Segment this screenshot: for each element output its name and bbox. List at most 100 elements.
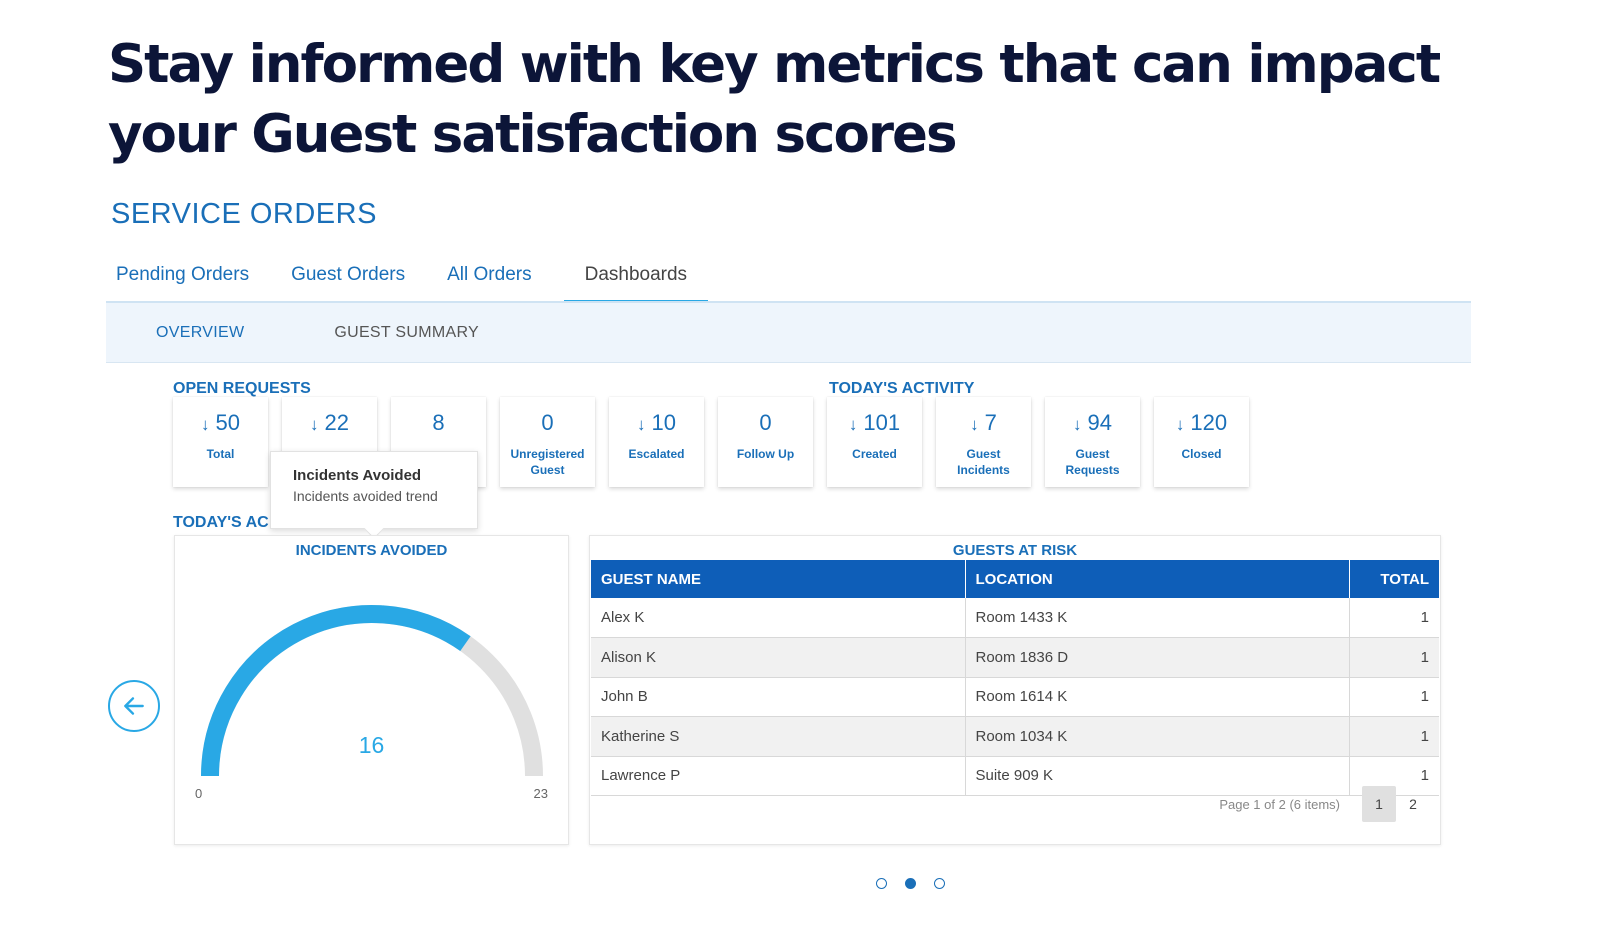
- gauge-chart: [201, 605, 543, 777]
- open-requests-label: OPEN REQUESTS: [173, 380, 311, 397]
- page-button-2[interactable]: 2: [1409, 796, 1417, 812]
- section-title: SERVICE ORDERS: [111, 198, 377, 230]
- gauge-title: INCIDENTS AVOIDED: [295, 542, 448, 559]
- carousel-dot[interactable]: [934, 878, 945, 889]
- metric-card[interactable]: 0 Follow Up: [718, 397, 813, 487]
- metric-card[interactable]: ↓ 94 Guest Requests: [1045, 397, 1140, 487]
- metric-card[interactable]: ↓ 10 Escalated: [609, 397, 704, 487]
- arrow-down-icon: ↓: [1073, 415, 1082, 434]
- metric-number: 8: [432, 410, 445, 435]
- metric-label: Guest Incidents: [957, 447, 1010, 477]
- metric-card[interactable]: ↓ 50 Total: [173, 397, 268, 487]
- metric-value: ↓ 94: [1045, 410, 1140, 436]
- metric-value: ↓ 101: [827, 410, 922, 436]
- cell-guest-name: John B: [591, 677, 966, 717]
- metric-label: Total: [206, 447, 235, 461]
- arrow-down-icon: ↓: [310, 415, 319, 434]
- cell-location: Room 1614 K: [965, 677, 1350, 717]
- tabs-divider: [106, 301, 1471, 303]
- tooltip-incidents-avoided: Incidents Avoided Incidents avoided tren…: [270, 451, 478, 539]
- subnav-bar: OVERVIEW GUEST SUMMARY: [106, 303, 1471, 363]
- carousel-dot[interactable]: [876, 878, 887, 889]
- metric-value: ↓ 50: [173, 410, 268, 436]
- guests-at-risk-table: GUEST NAME LOCATION TOTAL Alex K Room 143…: [591, 560, 1439, 796]
- cell-location: Room 1836 D: [965, 637, 1350, 678]
- main-tabs: Pending Orders Guest Orders All Orders D…: [106, 255, 730, 303]
- cell-location: Suite 909 K: [965, 756, 1350, 796]
- metric-number: 101: [863, 410, 901, 435]
- cell-guest-name: Alison K: [591, 637, 966, 678]
- table-body: Alex K Room 1433 K 1 Alison K Room 1836 D 1 Jo…: [591, 598, 1439, 796]
- headline: Stay informed with key metrics that can …: [108, 34, 1441, 165]
- carousel-dots: [876, 878, 963, 889]
- cell-location: Room 1034 K: [965, 716, 1350, 757]
- todays-activity-top-label: TODAY'S ACTIVITY: [829, 380, 975, 397]
- metric-label: Escalated: [628, 447, 685, 461]
- subtab-overview[interactable]: OVERVIEW: [156, 323, 245, 341]
- cell-location: Room 1433 K: [965, 598, 1350, 638]
- previous-slide-button[interactable]: [108, 680, 160, 732]
- arrow-left-icon: [124, 697, 144, 715]
- todays-activity-label: TODAY'S AC: [173, 514, 269, 531]
- metric-number: 10: [651, 410, 676, 435]
- tab-guest-orders[interactable]: Guest Orders: [291, 264, 406, 285]
- table-header-row: GUEST NAME LOCATION TOTAL: [591, 560, 1439, 598]
- tooltip-title: Incidents Avoided: [293, 467, 422, 484]
- gauge-min-label: 0: [195, 786, 203, 801]
- guests-at-risk-title: GUESTS AT RISK: [952, 542, 1078, 559]
- pager-info: Page 1 of 2 (6 items): [1219, 796, 1340, 812]
- cell-total: 1: [1349, 716, 1439, 757]
- arrow-down-icon: ↓: [201, 415, 210, 434]
- cell-total: 1: [1349, 677, 1439, 717]
- column-header-location[interactable]: LOCATION: [965, 560, 1350, 598]
- metric-card[interactable]: ↓ 7 Guest Incidents: [936, 397, 1031, 487]
- tooltip-subtitle: Incidents avoided trend: [293, 488, 438, 504]
- gauge-fill: [201, 605, 471, 777]
- cell-total: 1: [1349, 637, 1439, 678]
- tab-dashboards[interactable]: Dashboards: [563, 255, 709, 303]
- metric-number: 50: [215, 410, 240, 435]
- cell-guest-name: Katherine S: [591, 716, 966, 757]
- cell-guest-name: Alex K: [591, 598, 966, 638]
- incidents-avoided-card: INCIDENTS AVOIDED 16 0 23: [174, 535, 569, 845]
- metric-number: 0: [759, 410, 772, 435]
- metric-value: ↓ 120: [1154, 410, 1249, 436]
- metric-card[interactable]: ↓ 120 Closed: [1154, 397, 1249, 487]
- metric-value: ↓ 7: [936, 410, 1031, 436]
- metric-number: 94: [1087, 410, 1112, 435]
- metric-value: 0: [718, 410, 813, 436]
- subtab-guest-summary[interactable]: GUEST SUMMARY: [334, 323, 480, 341]
- arrow-down-icon: ↓: [1175, 415, 1185, 434]
- page-button-1[interactable]: 1: [1362, 786, 1396, 822]
- arrow-down-icon: ↓: [848, 415, 858, 434]
- arrow-down-icon: ↓: [970, 415, 979, 434]
- metric-value: 8: [391, 410, 486, 436]
- metric-label: Guest Requests: [1065, 447, 1120, 477]
- metric-label: Created: [852, 447, 897, 461]
- metric-number: 0: [541, 410, 554, 435]
- gauge-value: 16: [358, 732, 385, 758]
- metric-card[interactable]: 0 Unregistered Guest: [500, 397, 595, 487]
- cell-total: 1: [1349, 598, 1439, 638]
- tab-all-orders[interactable]: All Orders: [447, 264, 532, 285]
- column-header-total[interactable]: TOTAL: [1349, 560, 1439, 598]
- guests-at-risk-card: GUESTS AT RISK GUEST NAME LOCATION TOTAL…: [589, 535, 1441, 845]
- metric-label: Closed: [1181, 447, 1222, 461]
- metric-number: 120: [1190, 410, 1228, 435]
- metric-card[interactable]: ↓ 101 Created: [827, 397, 922, 487]
- tab-pending-orders[interactable]: Pending Orders: [116, 264, 250, 285]
- arrow-down-icon: ↓: [637, 415, 646, 434]
- column-header-guest-name[interactable]: GUEST NAME: [591, 560, 966, 598]
- metric-label: Unregistered Guest: [510, 447, 585, 477]
- pager: Page 1 of 2 (6 items) 1 2: [1219, 786, 1430, 822]
- metric-value: ↓ 10: [609, 410, 704, 436]
- metric-number: 7: [984, 410, 997, 435]
- gauge-max-label: 23: [533, 786, 548, 801]
- metric-value: ↓ 22: [282, 410, 377, 436]
- carousel-dot[interactable]: [905, 878, 916, 889]
